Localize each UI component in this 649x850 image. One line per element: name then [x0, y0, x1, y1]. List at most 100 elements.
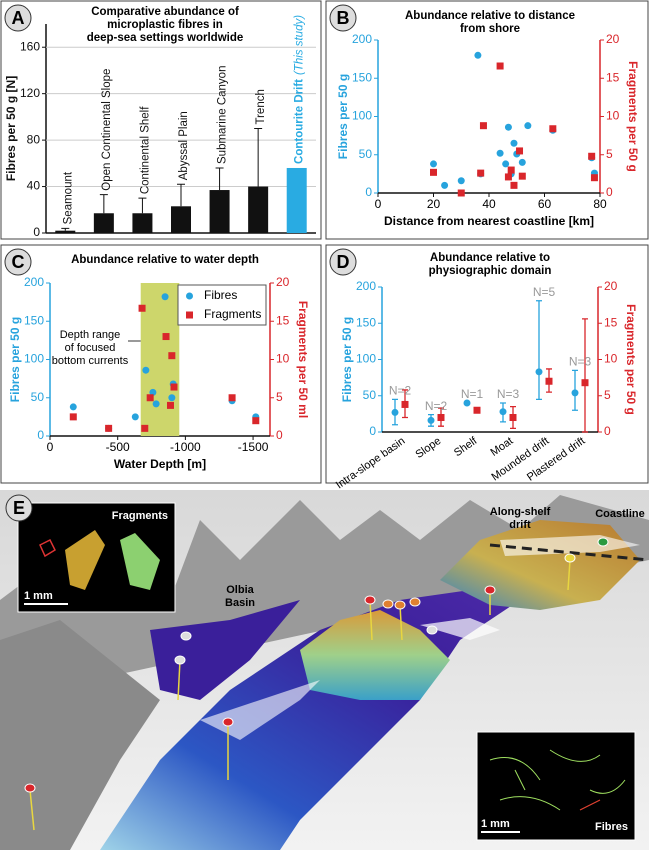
point: [549, 125, 557, 133]
y-tick-label: 200: [356, 279, 376, 293]
point: [149, 388, 157, 396]
panel-badge: [329, 248, 357, 276]
point: [507, 166, 515, 174]
y2-tick-label: 5: [604, 388, 611, 402]
x-tick-label: 0: [375, 197, 382, 211]
chart-title: Abundance relative to: [430, 252, 550, 264]
y-tick-label: 0: [365, 185, 372, 199]
point: [168, 394, 176, 402]
basin: [150, 600, 300, 700]
category-name: Contourite Drift: [294, 79, 306, 164]
y2-tick-label: 15: [606, 70, 620, 84]
x-tick-label: -1000: [170, 440, 201, 454]
point: [427, 416, 435, 424]
bar: [286, 167, 307, 233]
point: [510, 181, 518, 189]
point: [69, 413, 77, 421]
frame-c: [0, 244, 322, 484]
point: [518, 172, 526, 180]
point: [391, 408, 399, 416]
inset-title: Fragments: [112, 510, 168, 522]
point: [430, 168, 437, 176]
error-bar: [254, 128, 263, 187]
x-tick-label: Shelf: [452, 434, 480, 459]
error-bar: [99, 194, 108, 214]
point: [138, 304, 146, 312]
panel-badge: [4, 248, 32, 276]
x-tick-label: 40: [482, 197, 496, 211]
scale-label: 1 mm: [481, 818, 510, 830]
category-name: Seamount: [62, 171, 74, 224]
point: [509, 414, 517, 421]
panel-badge: [5, 494, 33, 522]
point: [535, 368, 543, 376]
x-tick-label: Slope: [413, 435, 443, 461]
point: [504, 173, 512, 181]
point: [510, 139, 518, 147]
y2-tick-label: 10: [276, 352, 290, 366]
y-axis-label: Fibres per 50 g [N]: [4, 76, 18, 181]
point: [166, 401, 174, 409]
x-tick-label: 20: [427, 197, 441, 211]
legend-label: Fibres: [204, 288, 237, 302]
n-label: N=1: [461, 387, 484, 401]
bar: [55, 230, 76, 233]
place-label: Along-shelf: [490, 506, 551, 518]
y-tick-label: 40: [27, 179, 41, 193]
y-tick-label: 200: [352, 32, 372, 46]
y-tick-label: 100: [356, 352, 376, 366]
panel-badge: [329, 4, 357, 32]
point: [457, 177, 465, 185]
panel-label: C: [12, 252, 25, 272]
panel-label: A: [12, 8, 25, 28]
chart-title: from shore: [460, 23, 520, 35]
y-tick-label: 100: [352, 109, 372, 123]
point: [170, 383, 178, 391]
y-axis-label: Fibres per 50 g: [340, 317, 354, 402]
x-tick-label: 0: [47, 440, 54, 454]
n-label: N=2: [389, 384, 412, 398]
y2-axis-label: Fragments per 50 ml: [296, 301, 310, 418]
y-tick-label: 200: [24, 275, 44, 289]
annotation: Depth range: [60, 329, 121, 341]
y-tick-label: 150: [24, 313, 44, 327]
y2-tick-label: 20: [604, 279, 618, 293]
point: [588, 152, 596, 160]
point: [152, 400, 160, 408]
error-bar: [582, 318, 588, 433]
error-bar: [215, 167, 224, 191]
point: [161, 293, 169, 301]
point: [146, 394, 154, 402]
point: [131, 413, 139, 421]
point: [430, 160, 437, 168]
annotation: bottom currents: [52, 355, 129, 367]
point: [457, 189, 465, 197]
error-bar: [61, 227, 70, 231]
panel-badge: [4, 4, 32, 32]
category-name: Continental Shelf: [139, 106, 151, 194]
fragment-red: [39, 538, 56, 558]
y2-tick-label: 20: [606, 32, 620, 46]
point: [142, 366, 150, 374]
point: [499, 408, 507, 416]
point: [69, 403, 77, 411]
y2-tick-label: 20: [276, 275, 290, 289]
place-label: Basin: [225, 597, 255, 609]
y-tick-label: 150: [352, 70, 372, 84]
y-tick-label: 100: [24, 352, 44, 366]
highlight-band: [140, 283, 180, 436]
y2-tick-label: 5: [606, 147, 613, 161]
x-tick-label: Contourite Drift (This study): [294, 15, 306, 164]
chart-title: deep-sea settings worldwide: [87, 32, 244, 44]
point: [590, 174, 598, 182]
inset-title: Fibres: [595, 821, 628, 833]
point: [516, 147, 524, 155]
error-bar: [138, 197, 147, 214]
point: [502, 160, 510, 168]
n-label: N=3: [497, 387, 520, 401]
fibres-inset: [476, 731, 636, 841]
category-name: Abyssal Plain: [178, 111, 190, 180]
panel-label: E: [13, 498, 25, 518]
category-name: Trench: [255, 89, 267, 124]
